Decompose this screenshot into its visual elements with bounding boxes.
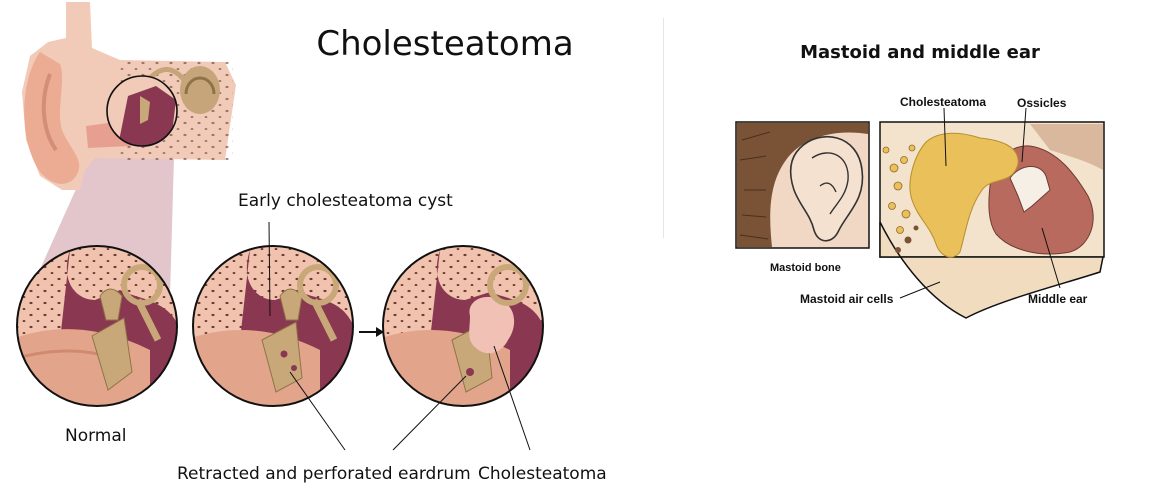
leader-lines [268,221,531,451]
label-cholesteatoma: Cholesteatoma [478,464,607,484]
label-ossicles: Ossicles [1017,96,1067,110]
cross-section-panel [879,121,1105,319]
section-title: Mastoid and middle ear [800,42,1040,63]
label-mastoid-bone: Mastoid bone [770,262,841,274]
panel-divider [663,18,664,238]
outer-ear-drawing [22,2,236,190]
label-middle-ear: Middle ear [1028,292,1088,306]
label-retracted-eardrum: Retracted and perforated eardrum [177,464,471,484]
label-right-cholesteatoma: Cholesteatoma [900,95,987,109]
page-title: Cholesteatoma [316,24,574,64]
label-mastoid-air-cells: Mastoid air cells [800,292,894,306]
normal-ear-circle [16,245,178,407]
progression-arrow [359,327,384,337]
ear-panel [735,121,870,249]
label-early-cyst: Early cholesteatoma cyst [238,191,453,211]
right-leader-lines [899,107,1061,299]
label-normal: Normal [65,426,127,446]
